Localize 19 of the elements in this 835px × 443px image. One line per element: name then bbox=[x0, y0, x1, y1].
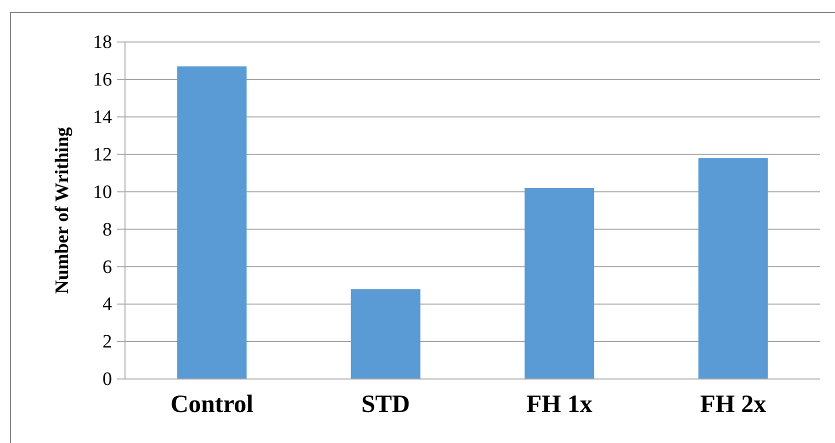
y-tick-label: 6 bbox=[102, 256, 112, 278]
y-tick-label: 8 bbox=[102, 219, 112, 240]
bar bbox=[698, 158, 768, 379]
y-axis-title: Number of Writhing bbox=[52, 126, 73, 294]
y-tick-label: 14 bbox=[93, 106, 112, 128]
y-tick-label: 12 bbox=[93, 144, 112, 166]
y-tick-label: 2 bbox=[102, 332, 112, 353]
y-tick-label: 0 bbox=[102, 369, 112, 390]
x-tick-label: STD bbox=[361, 391, 410, 418]
x-tick-label: Control bbox=[170, 391, 254, 418]
y-tick-label: 16 bbox=[93, 70, 112, 91]
y-tick-label: 4 bbox=[102, 294, 112, 316]
bar bbox=[524, 188, 594, 379]
x-tick-label: FH 2x bbox=[700, 391, 767, 418]
bar bbox=[177, 66, 247, 379]
y-tick-label: 18 bbox=[93, 32, 112, 54]
x-tick-label: FH 1x bbox=[526, 391, 593, 418]
bar bbox=[350, 289, 420, 379]
y-tick-label: 10 bbox=[93, 182, 112, 203]
